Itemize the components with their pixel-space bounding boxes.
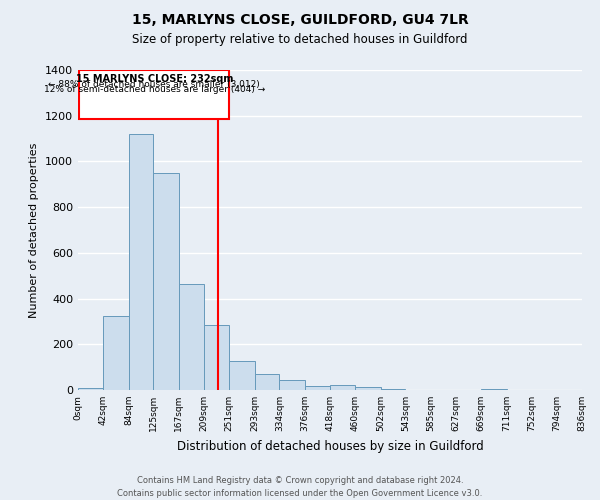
Bar — [481, 389, 506, 390]
FancyBboxPatch shape — [79, 70, 229, 119]
Bar — [254, 374, 280, 390]
Bar — [154, 173, 179, 390]
Text: 15 MARLYNS CLOSE: 232sqm: 15 MARLYNS CLOSE: 232sqm — [76, 74, 233, 84]
Bar — [179, 284, 204, 390]
Text: Size of property relative to detached houses in Guildford: Size of property relative to detached ho… — [132, 32, 468, 46]
Bar — [204, 325, 229, 390]
Bar — [229, 362, 254, 390]
Bar — [380, 389, 406, 390]
Text: ← 88% of detached houses are smaller (3,012): ← 88% of detached houses are smaller (3,… — [49, 80, 260, 89]
Bar — [280, 380, 305, 390]
Bar — [78, 388, 103, 390]
Bar — [305, 386, 330, 390]
Text: Contains HM Land Registry data © Crown copyright and database right 2024.
Contai: Contains HM Land Registry data © Crown c… — [118, 476, 482, 498]
Bar — [355, 386, 380, 390]
Text: 12% of semi-detached houses are larger (404) →: 12% of semi-detached houses are larger (… — [44, 86, 265, 94]
Bar — [103, 316, 128, 390]
X-axis label: Distribution of detached houses by size in Guildford: Distribution of detached houses by size … — [176, 440, 484, 452]
Bar — [128, 134, 154, 390]
Bar — [330, 386, 355, 390]
Text: 15, MARLYNS CLOSE, GUILDFORD, GU4 7LR: 15, MARLYNS CLOSE, GUILDFORD, GU4 7LR — [131, 12, 469, 26]
Y-axis label: Number of detached properties: Number of detached properties — [29, 142, 40, 318]
